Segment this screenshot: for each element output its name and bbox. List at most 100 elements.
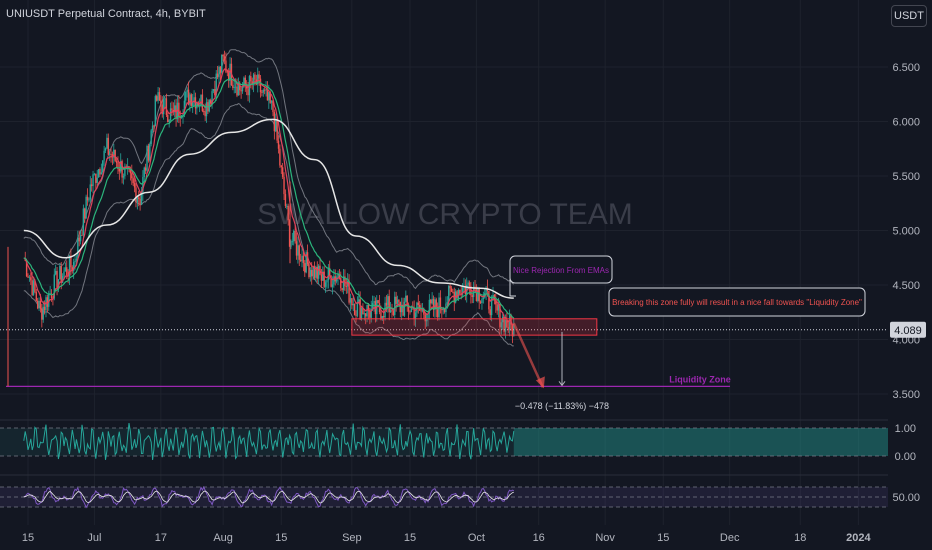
candle-body [75,258,78,261]
candle-body [508,315,511,330]
candle-body [331,284,334,287]
candle-body [468,282,471,287]
candle-body [136,197,139,203]
candle-body [161,104,163,115]
candle-body [121,161,123,178]
candle-body [120,161,122,172]
candle-body [25,260,28,277]
candle-body [247,88,249,96]
breaking-callout: Breaking this zone fully will result in … [608,287,866,317]
candle-body [72,262,75,271]
candle-body [245,86,248,89]
candle-body [156,96,158,101]
candle-body [441,309,443,311]
rsi-tick-label: 50.00 [892,492,920,504]
candle-body [205,102,208,117]
candle-body [132,178,134,184]
candle-body [380,312,382,320]
candle-body [511,324,514,337]
currency-button[interactable]: USDT [891,5,927,27]
candle-body [324,282,327,287]
candle-body [313,266,316,278]
candle-body [100,172,103,175]
candle-body [490,296,493,316]
candle-body [461,287,464,295]
candles [24,50,515,344]
candle-body [129,169,132,174]
candle-body [243,77,245,87]
candle-body [391,310,393,312]
candle-body [197,102,199,107]
measure-arrowhead [558,381,566,387]
x-tick-label: 15 [657,532,669,544]
candle-body [178,102,180,117]
candle-body [405,295,407,302]
callout-pointer [509,279,516,297]
candle-body [88,199,90,201]
candle-body [203,111,205,112]
breaking-note: Breaking this zone fully will result in … [612,298,862,307]
candle-body [32,280,35,296]
candle-body [277,140,280,149]
candle-body [482,297,485,300]
candle-body [233,87,235,89]
candle-body [68,255,71,277]
candle-body [424,314,426,322]
candle-body [276,120,278,141]
candle-body [396,299,399,304]
candle-body [241,86,244,92]
projected-fall-arrowhead [535,376,545,389]
candle-body [356,301,359,316]
candle-body [337,274,339,278]
candle-body [85,196,87,219]
candle-body [394,296,396,315]
candle-body [193,97,195,102]
candle-body [221,54,223,73]
candle-body [279,148,281,166]
x-tick-label: Dec [720,532,740,544]
y-tick-label: 3.500 [892,389,920,401]
x-tick-label: 16 [533,532,545,544]
y-tick-label: 6.000 [892,117,920,129]
candle-body [436,309,439,318]
candle-body [157,92,159,101]
candle-body [251,81,253,85]
candle-body [164,98,166,100]
rejection-note: Nice Rejection From EMAs [513,266,609,275]
candle-body [46,297,49,307]
candle-body [295,241,298,256]
x-tick-label: 15 [275,532,287,544]
candle-body [420,310,422,312]
candle-body [214,89,216,96]
candle-body [229,63,231,81]
candle-body [464,286,467,295]
candle-body [219,66,222,73]
candle-body [244,77,246,87]
candle-body [59,265,61,280]
candle-body [79,235,82,242]
candle-body [42,306,44,320]
candle-body [495,300,497,305]
candle-body [183,100,186,115]
candle-body [254,74,256,80]
candle-body [261,92,263,93]
candle-body [64,267,67,272]
candle-body [38,300,40,309]
candle-body [322,271,324,281]
candle-body [110,153,112,155]
candle-body [204,111,206,117]
candle-body [504,320,507,332]
time-axis: 15 Jul 17 Aug 15 Sep 15 Oct 16 Nov 15 Dec 18 2024 [22,532,872,544]
candle-body [167,114,169,123]
candle-body [122,176,125,178]
candle-body [377,300,379,304]
x-tick-label: 17 [155,532,167,544]
candle-body [272,100,274,113]
candle-body [39,300,42,309]
candle-body [432,298,435,310]
candle-body [305,252,307,273]
candle-body [182,114,184,116]
candle-body [162,99,165,115]
